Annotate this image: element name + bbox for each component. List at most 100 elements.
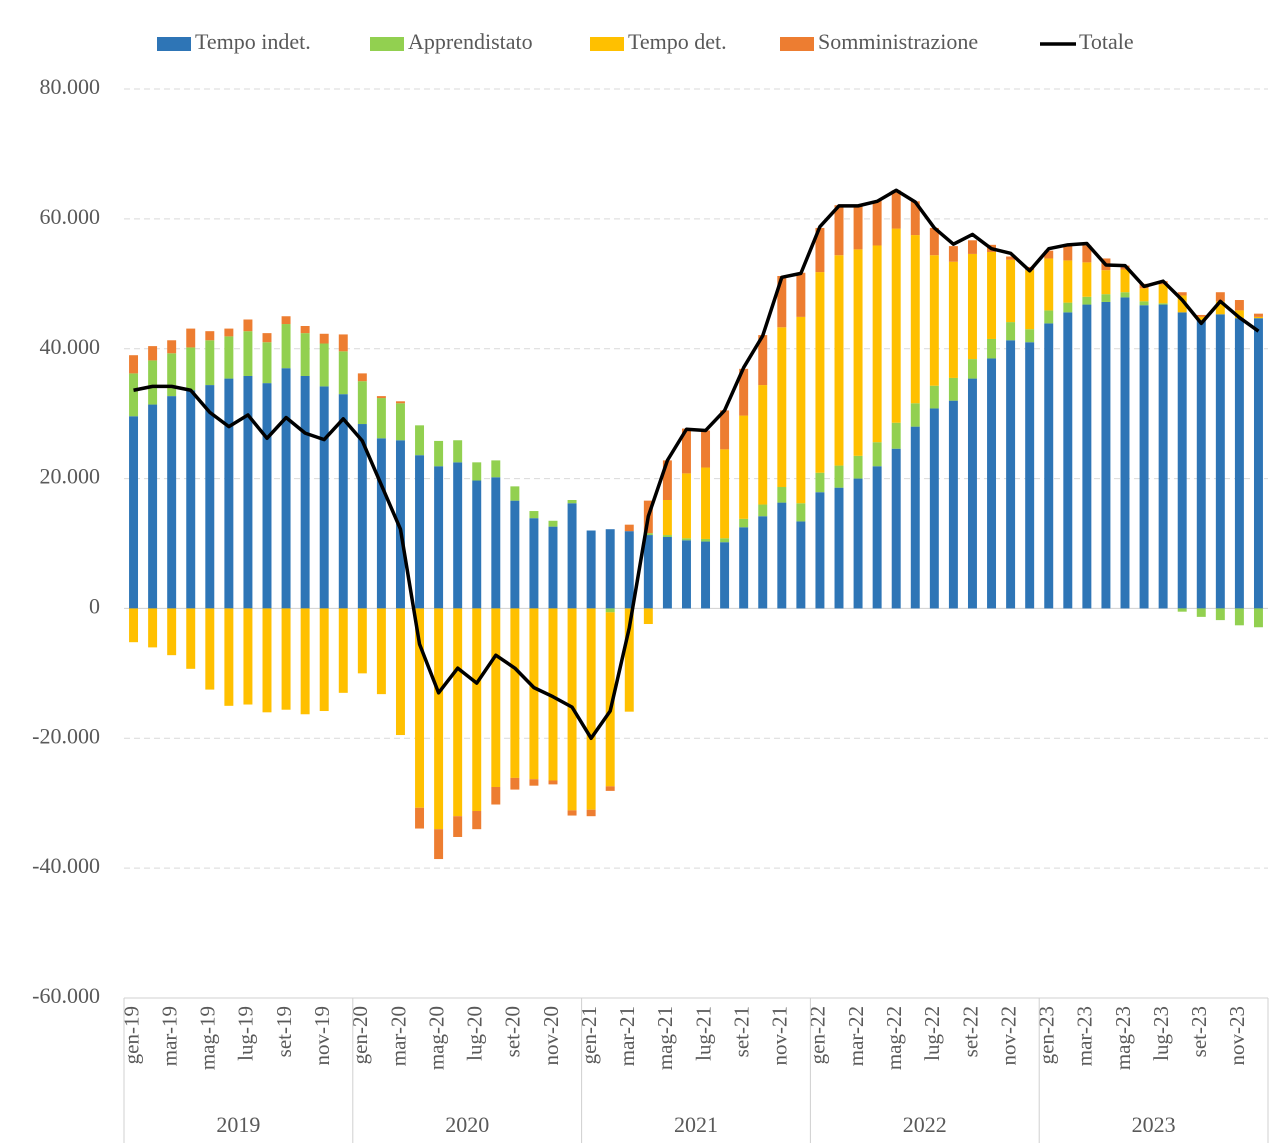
- x-tick-label: set-21: [729, 1006, 753, 1057]
- bar-segment: [1044, 250, 1054, 259]
- x-tick-label: nov-19: [310, 1006, 334, 1066]
- bar-segment: [1063, 260, 1073, 303]
- legend-label: Tempo indet.: [195, 29, 311, 54]
- bar-segment: [739, 368, 749, 416]
- bar-segment: [129, 608, 139, 643]
- legend-swatch: [157, 37, 191, 51]
- x-tick-label: set-20: [501, 1006, 525, 1057]
- bar-segment: [491, 786, 501, 805]
- bar-segment: [472, 811, 482, 830]
- bar-segment: [834, 205, 844, 256]
- bar-segment: [777, 487, 787, 503]
- bar-segment: [853, 205, 863, 250]
- bar-segment: [739, 518, 749, 528]
- bar-segment: [967, 378, 977, 609]
- bar-segment: [262, 342, 272, 384]
- bar-segment: [1006, 259, 1016, 323]
- bar-segment: [491, 608, 501, 787]
- bar-segment: [777, 327, 787, 488]
- x-tick-label: lug-20: [463, 1006, 487, 1061]
- bar-segment: [376, 398, 386, 439]
- bar-segment: [967, 253, 977, 360]
- bar-segment: [643, 533, 653, 536]
- bar-segment: [205, 385, 215, 609]
- bar-segment: [910, 235, 920, 404]
- bar-segment: [434, 608, 444, 830]
- bar-segment: [376, 396, 386, 399]
- bar-segment: [224, 608, 234, 706]
- bar-segment: [1101, 270, 1111, 295]
- bar-segment: [1082, 304, 1092, 609]
- bar-segment: [720, 542, 730, 609]
- bar-segment: [815, 492, 825, 609]
- bar-segment: [357, 373, 367, 382]
- bar-segment: [586, 809, 596, 817]
- x-tick-label: lug-22: [920, 1006, 944, 1061]
- bar-segment: [758, 385, 768, 505]
- bar-segment: [1006, 322, 1016, 341]
- bar-segment: [1006, 340, 1016, 609]
- bar-segment: [758, 504, 768, 517]
- bar-segment: [681, 538, 691, 541]
- bar-segment: [910, 426, 920, 609]
- bar-segment: [1177, 292, 1187, 296]
- bar-segment: [1196, 320, 1206, 609]
- bar-segment: [815, 472, 825, 493]
- bar-segment: [967, 240, 977, 254]
- bar-segment: [567, 503, 577, 609]
- bar-segment: [948, 246, 958, 262]
- bar-segment: [643, 535, 653, 609]
- bar-segment: [872, 200, 882, 246]
- bar-segment: [815, 227, 825, 273]
- bar-segment: [1234, 310, 1244, 319]
- bar-segment: [529, 518, 539, 609]
- bar-segment: [319, 343, 329, 387]
- bar-segment: [662, 499, 672, 536]
- bar-segment: [739, 415, 749, 519]
- bar-segment: [891, 190, 901, 229]
- bar-segment: [1063, 245, 1073, 261]
- bar-segment: [148, 360, 158, 405]
- bar-segment: [1082, 296, 1092, 305]
- bar-segment: [624, 524, 634, 532]
- bar-segment: [129, 416, 139, 609]
- bar-segment: [491, 477, 501, 609]
- total-line: [133, 188, 1260, 741]
- x-tick-label: nov-20: [539, 1006, 563, 1066]
- bar-segment: [1139, 305, 1149, 609]
- bar-segment: [1120, 297, 1130, 609]
- x-tick-label: mar-22: [844, 1006, 868, 1066]
- bar-segment: [472, 608, 482, 812]
- bar-segment: [338, 351, 348, 395]
- bar-segment: [567, 810, 577, 816]
- bar-segment: [853, 478, 863, 609]
- bar-segment: [148, 608, 158, 648]
- bar-segment: [681, 540, 691, 609]
- bar-segment: [739, 527, 749, 609]
- bar-segment: [891, 422, 901, 449]
- bar-segment: [643, 608, 653, 625]
- bar-segment: [1044, 258, 1054, 311]
- y-tick-label: 0: [89, 593, 100, 618]
- legend-swatch: [780, 37, 814, 51]
- bar-segment: [624, 608, 634, 712]
- bar-segment: [758, 516, 768, 609]
- x-tick-label: nov-22: [996, 1006, 1020, 1066]
- bar-segment: [357, 381, 367, 425]
- bar-segment: [262, 608, 272, 713]
- bar-segment: [186, 608, 196, 669]
- bar-segment: [262, 383, 272, 609]
- bar-segment: [319, 386, 329, 609]
- bar-segment: [415, 425, 425, 456]
- bar-segment: [605, 529, 615, 609]
- y-tick-label: -60.000: [32, 983, 100, 1008]
- bar-segment: [701, 467, 711, 539]
- bar-segment: [548, 526, 558, 609]
- bar-segment: [1120, 292, 1130, 298]
- bar-segment: [453, 816, 463, 837]
- bar-segment: [529, 608, 539, 780]
- bar-segment: [987, 251, 997, 339]
- bar-segment: [338, 608, 348, 693]
- bar-segment: [1253, 313, 1263, 317]
